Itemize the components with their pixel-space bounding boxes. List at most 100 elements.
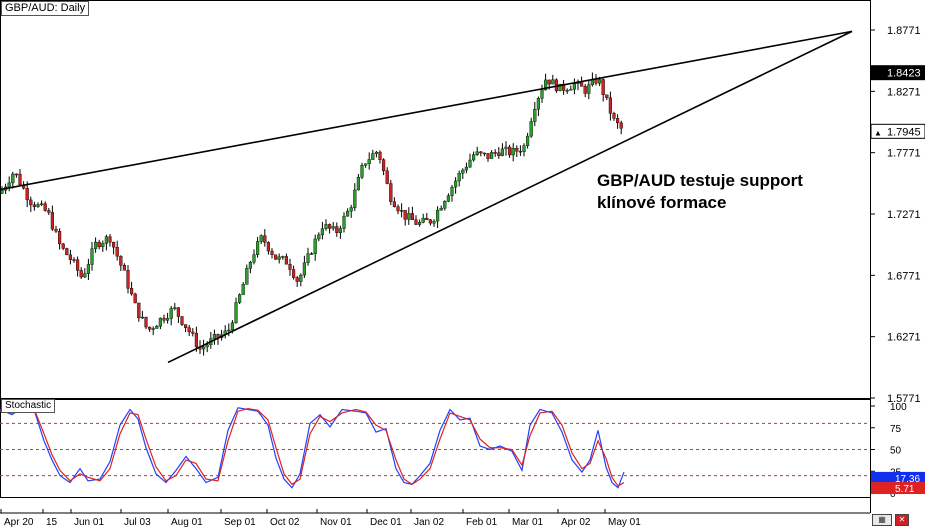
candle-body — [183, 324, 188, 328]
y-tick-label: 1.8771 — [887, 25, 921, 37]
candle-body — [43, 203, 47, 211]
price-label-box — [870, 123, 925, 139]
candle-body — [281, 256, 285, 258]
candle-body — [544, 79, 548, 91]
candle-body — [497, 152, 501, 156]
candle-body — [101, 243, 105, 248]
candle-body — [0, 190, 4, 194]
x-tick-label: Feb 01 — [466, 517, 498, 527]
candle-body — [374, 151, 378, 154]
candle-body — [18, 173, 22, 186]
candle-body — [565, 90, 569, 92]
x-tick-label: 15 — [46, 517, 58, 527]
candle-body — [425, 217, 429, 221]
stoch-value-box — [871, 471, 925, 484]
candle-body — [356, 176, 360, 191]
candle-body — [155, 325, 159, 329]
candle-body — [266, 242, 270, 252]
stoch-value-box — [871, 482, 925, 495]
candle-body — [180, 316, 184, 325]
x-tick-label: Jul 03 — [124, 517, 151, 527]
candle-body — [237, 294, 242, 303]
candle-body — [396, 206, 400, 212]
candle-body — [364, 163, 368, 166]
candle-body — [500, 148, 504, 156]
candle-body — [400, 210, 404, 212]
candle-body — [619, 122, 623, 129]
candle-body — [68, 254, 72, 260]
x-tick-label: Sep 01 — [224, 517, 256, 527]
candle-body — [547, 79, 551, 85]
candle-body — [403, 210, 407, 220]
chart-annotation: GBP/AUD testuje support klínové formace — [597, 170, 837, 214]
stoch-tick-label: 75 — [890, 424, 902, 435]
candle-body — [428, 219, 432, 224]
candle-body — [58, 231, 62, 245]
candle-body — [601, 79, 605, 95]
candle-body — [270, 250, 274, 255]
candle-body — [147, 326, 152, 330]
candle-body — [288, 263, 292, 270]
candle-body — [32, 204, 36, 207]
candle-body — [169, 308, 173, 319]
candle-body — [360, 165, 364, 178]
candle-body — [338, 228, 342, 233]
candle-body — [515, 147, 519, 152]
candle-body — [140, 316, 144, 319]
candle-body — [472, 154, 476, 161]
candle-body — [133, 293, 137, 304]
annotation-line-1: GBP/AUD testuje support — [597, 171, 803, 190]
stochastic-panel-frame — [0, 399, 871, 498]
candle-body — [414, 219, 418, 225]
candle-body — [450, 186, 454, 196]
candle-body — [335, 226, 339, 233]
candle-body — [151, 328, 155, 330]
candle-body — [436, 209, 440, 222]
stoch-value-label: 17.36 — [895, 474, 920, 485]
candle-body — [90, 248, 94, 265]
y-tick-label: 1.7271 — [887, 209, 921, 221]
x-tick-label: Aug 01 — [171, 517, 203, 527]
candle-body — [93, 241, 98, 249]
candle-body — [173, 307, 177, 309]
candle-body — [83, 273, 87, 278]
candle-body — [126, 270, 130, 289]
price-label: 1.7945 — [887, 126, 921, 138]
candle-body — [129, 288, 134, 295]
stochastic-title: Stochastic — [1, 399, 56, 413]
candle-body — [306, 253, 310, 263]
y-tick-label: 1.5771 — [887, 393, 921, 405]
candle-body — [40, 203, 44, 205]
candle-body — [277, 256, 281, 260]
candle-body — [86, 264, 90, 274]
candle-body — [346, 210, 350, 217]
candle-body — [97, 241, 101, 248]
candle-body — [324, 224, 328, 229]
candle-body — [320, 228, 324, 236]
candle-body — [104, 236, 108, 244]
candle-body — [439, 207, 443, 211]
candle-body — [569, 89, 573, 91]
x-tick-label: Nov 01 — [320, 517, 352, 527]
candle-body — [508, 146, 512, 156]
candle-body — [533, 108, 537, 122]
price-label-box — [870, 65, 925, 81]
candle-body — [612, 113, 616, 119]
price-label: 1.8423 — [887, 68, 921, 80]
close-icon[interactable]: ✕ — [895, 514, 909, 526]
candle-body — [256, 241, 260, 255]
candle-body — [486, 153, 490, 159]
candle-body — [522, 145, 526, 152]
stoch-tick-label: 0 — [890, 489, 896, 500]
stoch-tick-label: 50 — [890, 446, 902, 457]
candle-body — [245, 268, 249, 285]
candle-body — [65, 248, 69, 256]
candle-body — [518, 150, 522, 153]
stochastic-red-line — [0, 407, 625, 487]
candle-body — [468, 159, 472, 168]
candle-body — [353, 189, 357, 208]
candle-body — [292, 269, 296, 278]
grid-icon[interactable]: ▦ — [872, 514, 892, 526]
y-tick-label: 1.6771 — [887, 270, 921, 282]
candle-body — [608, 97, 612, 114]
